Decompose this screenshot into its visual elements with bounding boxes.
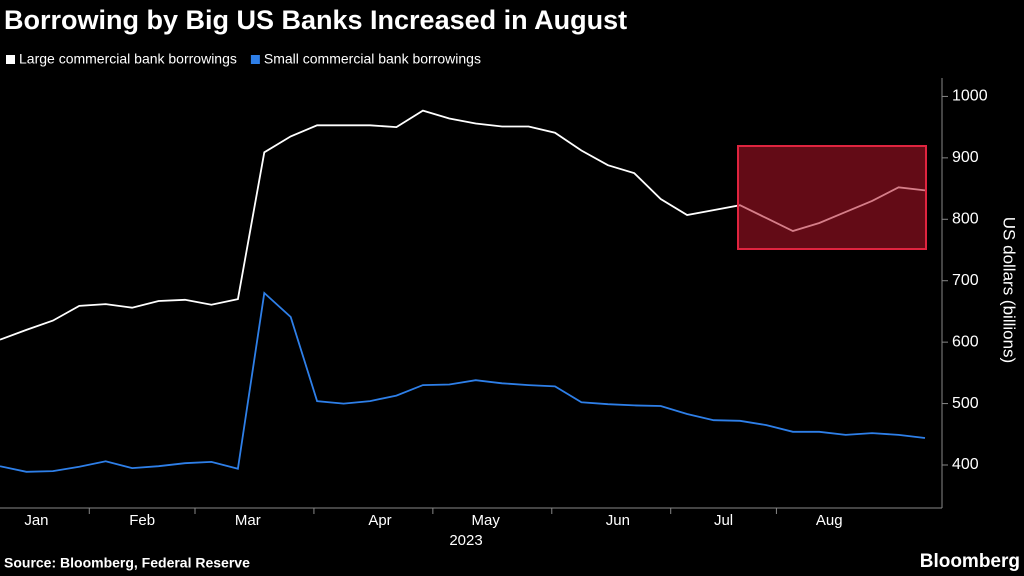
x-tick-label: Jun — [606, 512, 630, 529]
y-tick-label: 500 — [952, 395, 979, 412]
chart-title: Borrowing by Big US Banks Increased in A… — [4, 5, 627, 35]
y-tick-label: 900 — [952, 149, 979, 166]
x-tick-label: Mar — [235, 512, 261, 529]
series-line — [0, 291, 926, 473]
x-tick-label: Feb — [129, 512, 155, 529]
legend-swatch — [250, 55, 260, 64]
x-axis-label: 2023 — [449, 532, 482, 549]
y-tick-label: 700 — [952, 272, 979, 289]
brand: Bloomberg — [920, 551, 1020, 572]
y-tick-label: 400 — [952, 456, 979, 473]
x-tick-label: Jan — [24, 512, 48, 529]
legend-swatch — [6, 55, 15, 64]
source: Source: Bloomberg, Federal Reserve — [4, 555, 250, 571]
legend-label: Large commercial bank borrowings — [19, 51, 237, 67]
y-tick-label: 800 — [952, 211, 979, 228]
y-tick-label: 600 — [952, 333, 979, 350]
x-tick-label: Aug — [816, 512, 843, 529]
x-tick-label: May — [472, 512, 501, 529]
highlight-box — [737, 145, 927, 250]
legend: Large commercial bank borrowings Small co… — [6, 51, 481, 67]
x-tick-label: Jul — [714, 512, 733, 529]
y-tick-label: 1000 — [952, 88, 988, 105]
y-axis-label: US dollars (billions) — [1000, 217, 1019, 363]
x-tick-label: Apr — [368, 512, 391, 529]
legend-label: Small commercial bank borrowings — [264, 51, 481, 67]
